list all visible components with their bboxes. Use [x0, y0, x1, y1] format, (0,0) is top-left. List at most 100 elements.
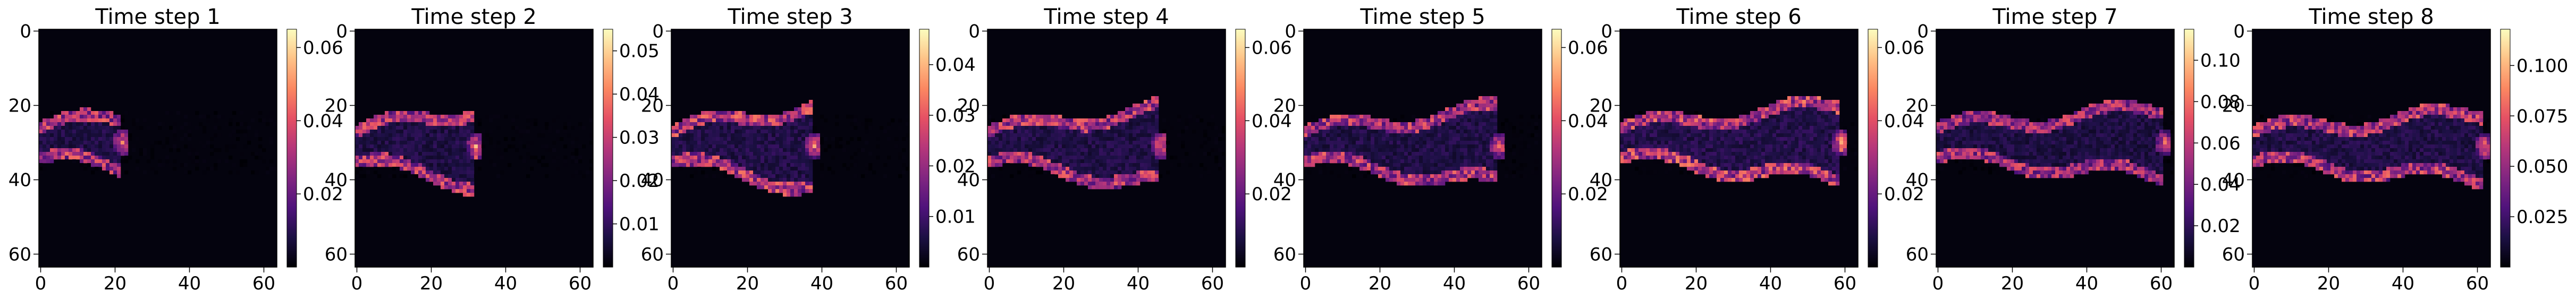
y-tick-label: 60: [325, 244, 348, 266]
axes-frame: [987, 29, 1226, 268]
y-tick-label: 40: [2222, 170, 2245, 191]
axes-frame: [2252, 29, 2491, 268]
y-tick-label: 20: [325, 96, 348, 117]
colorbar-tick-label: 0.04: [619, 84, 660, 105]
heatmap-panel-7: Time step 70 20 40 6002040600.020.040.060.0…: [1906, 5, 2241, 294]
colorbar-tick-label: 0.02: [619, 170, 660, 192]
chart-title: Time step 4: [1043, 5, 1169, 29]
x-tick-label: 20: [2317, 273, 2340, 294]
y-tick-label: 60: [1590, 244, 1612, 266]
heatmap-panel-3: Time step 30 20 40 6002040600.010.020.030.0…: [641, 5, 976, 294]
y-tick-label: 20: [1273, 96, 1296, 117]
x-tick-label: 0: [984, 273, 995, 294]
x-tick-label: 40: [2075, 273, 2098, 294]
chart-title: Time step 5: [1359, 5, 1485, 29]
x-tick-label: 60: [1201, 273, 1224, 294]
y-tick-label: 20: [1906, 96, 1929, 117]
colorbar-tick-label: 0.10: [2200, 50, 2241, 71]
colorbar: [1551, 29, 1562, 268]
x-tick-label: 0: [35, 273, 47, 294]
x-tick-label: 60: [885, 273, 908, 294]
x-tick-label: 60: [569, 273, 592, 294]
axes-frame: [671, 29, 910, 268]
chart-title: Time step 6: [1676, 5, 1801, 29]
colorbar-tick-label: 0.04: [2200, 174, 2241, 195]
y-tick-label: 0: [968, 21, 980, 42]
colorbar-tick-label: 0.02: [1252, 184, 1292, 205]
colorbar-tick-label: 0.06: [2200, 133, 2241, 154]
y-tick-label: 40: [1906, 170, 1929, 191]
colorbar-tick-label: 0.02: [1884, 184, 1924, 205]
x-tick-label: 20: [736, 273, 759, 294]
y-tick-label: 0: [336, 21, 348, 42]
x-tick-label: 20: [1685, 273, 1708, 294]
axes-frame: [354, 29, 594, 268]
axes-frame: [1303, 29, 1542, 268]
axes-frame: [1619, 29, 1859, 268]
x-tick-label: 0: [1932, 273, 1944, 294]
x-tick-label: 0: [668, 273, 679, 294]
x-tick-label: 60: [2466, 273, 2489, 294]
colorbar-tick-label: 0.06: [303, 37, 343, 58]
y-tick-label: 60: [641, 244, 664, 266]
x-tick-label: 0: [2249, 273, 2260, 294]
colorbar-tick-label: 0.025: [2516, 207, 2568, 228]
colorbar-tick-label: 0.04: [935, 55, 976, 76]
x-tick-label: 20: [104, 273, 126, 294]
colorbar-tick-label: 0.06: [1252, 37, 1292, 58]
x-tick-label: 0: [1616, 273, 1628, 294]
x-tick-label: 60: [2150, 273, 2173, 294]
colorbar: [2500, 29, 2511, 268]
heatmap-cells: [355, 111, 594, 197]
x-tick-label: 20: [2001, 273, 2024, 294]
y-tick-label: 40: [9, 170, 31, 191]
x-tick-label: 40: [810, 273, 833, 294]
colorbar-tick-label: 0.06: [1568, 37, 1608, 58]
colorbar: [1868, 29, 1878, 268]
colorbar-tick-label: 0.06: [1884, 37, 1924, 58]
heatmap-cells: [987, 96, 1226, 190]
colorbar-tick-label: 0.100: [2516, 55, 2568, 76]
colorbar-tick-label: 0.04: [1252, 110, 1292, 132]
chart-title: Time step 2: [411, 5, 536, 29]
y-tick-label: 60: [9, 244, 31, 266]
y-tick-label: 0: [1285, 21, 1296, 42]
colorbar-tick-label: 0.02: [1568, 184, 1608, 205]
colorbar-tick-label: 0.02: [303, 184, 343, 205]
colorbar-tick-label: 0.02: [2200, 216, 2241, 237]
chart-title: Time step 3: [727, 5, 852, 29]
heatmap-cells: [2252, 104, 2491, 190]
chart-title: Time step 1: [95, 5, 220, 29]
colorbar: [603, 29, 613, 268]
x-tick-label: 40: [2392, 273, 2414, 294]
colorbar-tick-label: 0.03: [935, 105, 976, 126]
x-tick-label: 20: [420, 273, 443, 294]
y-tick-label: 40: [1590, 170, 1612, 191]
x-tick-label: 40: [494, 273, 517, 294]
y-tick-label: 60: [1273, 244, 1296, 266]
y-tick-label: 0: [652, 21, 664, 42]
colorbar-tick-label: 0.03: [619, 127, 660, 149]
y-tick-label: 60: [1906, 244, 1929, 266]
y-tick-label: 60: [957, 244, 980, 266]
colorbar: [286, 29, 297, 268]
y-tick-label: 40: [957, 170, 980, 191]
x-tick-label: 40: [1127, 273, 1150, 294]
y-tick-label: 20: [1590, 96, 1612, 117]
colorbar-tick-label: 0.04: [303, 110, 343, 132]
colorbar-tick-label: 0.05: [619, 41, 660, 62]
chart-title: Time step 8: [2308, 5, 2434, 29]
y-tick-label: 0: [20, 21, 31, 42]
x-tick-label: 0: [1300, 273, 1312, 294]
colorbar-tick-label: 0.01: [619, 214, 660, 235]
y-tick-label: 20: [2222, 96, 2245, 117]
x-tick-label: 40: [178, 273, 201, 294]
colorbar-tick-label: 0.050: [2516, 156, 2568, 177]
heatmap-cells: [1304, 96, 1542, 186]
heatmap-cells: [1620, 96, 1859, 186]
heatmap-cells: [1936, 100, 2175, 186]
colorbar: [1235, 29, 1246, 268]
heatmap-cells: [671, 100, 910, 197]
